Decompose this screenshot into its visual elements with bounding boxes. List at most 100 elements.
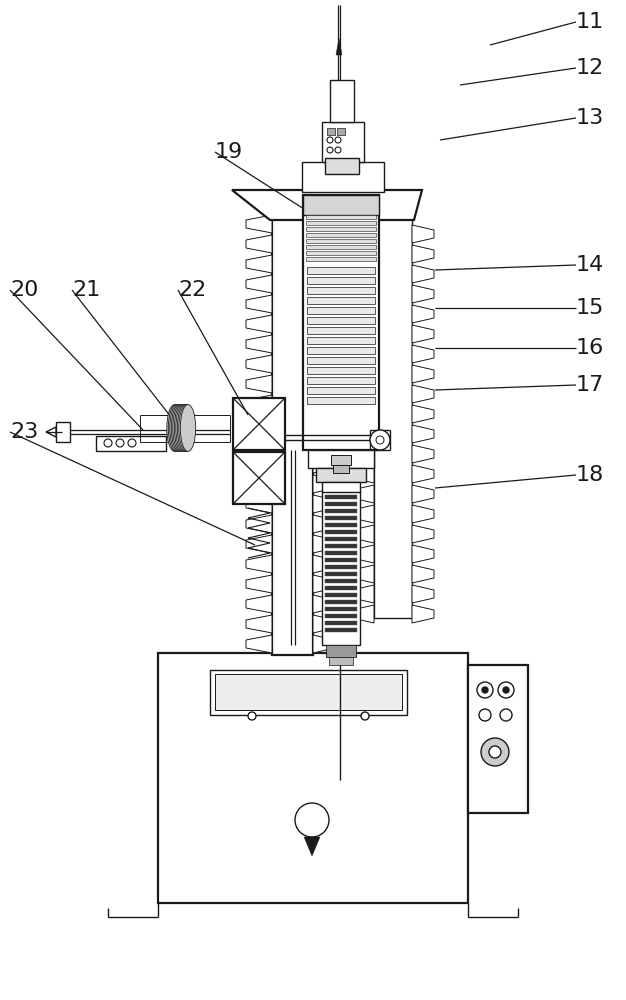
Text: 18: 18 (576, 465, 604, 485)
Circle shape (335, 137, 341, 143)
Polygon shape (352, 485, 374, 503)
Bar (307, 357, 375, 364)
Polygon shape (313, 315, 335, 333)
Bar (307, 347, 375, 354)
Bar (307, 277, 375, 284)
Polygon shape (412, 305, 434, 323)
Circle shape (327, 137, 333, 143)
Bar (306, 227, 376, 231)
Ellipse shape (174, 405, 190, 451)
Ellipse shape (173, 405, 188, 451)
Ellipse shape (170, 405, 185, 451)
Bar (272, 192, 313, 655)
Polygon shape (412, 485, 434, 503)
Polygon shape (412, 345, 434, 363)
Bar (233, 452, 285, 504)
Polygon shape (246, 415, 272, 433)
Bar (96, 436, 166, 451)
Polygon shape (352, 285, 374, 303)
Bar (325, 593, 357, 597)
Polygon shape (336, 38, 342, 55)
Text: 13: 13 (576, 108, 604, 128)
Bar (307, 307, 375, 314)
Bar (325, 537, 357, 541)
Ellipse shape (180, 405, 196, 451)
Bar (331, 455, 351, 465)
Polygon shape (313, 435, 335, 453)
Ellipse shape (167, 405, 182, 451)
Bar (322, 482, 360, 492)
Polygon shape (352, 425, 374, 443)
Polygon shape (412, 285, 434, 303)
Circle shape (335, 147, 341, 153)
Text: 17: 17 (576, 375, 604, 395)
Bar (303, 195, 379, 215)
Polygon shape (246, 575, 272, 593)
Polygon shape (412, 565, 434, 583)
Ellipse shape (177, 405, 193, 451)
Bar (307, 367, 375, 374)
Polygon shape (412, 525, 434, 543)
Bar (306, 251, 376, 255)
Bar (325, 565, 357, 569)
Polygon shape (313, 495, 335, 513)
Polygon shape (352, 245, 374, 263)
Bar (325, 558, 357, 562)
Polygon shape (313, 515, 335, 533)
Polygon shape (246, 555, 272, 573)
Text: 23: 23 (10, 422, 38, 442)
Bar (326, 645, 356, 657)
Polygon shape (352, 445, 374, 463)
Text: 14: 14 (576, 255, 604, 275)
Polygon shape (246, 215, 272, 233)
Polygon shape (352, 325, 374, 343)
Polygon shape (246, 475, 272, 493)
Bar (307, 397, 375, 404)
Polygon shape (232, 190, 422, 220)
Polygon shape (313, 235, 335, 253)
Circle shape (503, 687, 509, 693)
Polygon shape (352, 265, 374, 283)
Polygon shape (246, 435, 272, 453)
Polygon shape (412, 585, 434, 603)
Polygon shape (246, 295, 272, 313)
Circle shape (376, 436, 384, 444)
Bar (374, 208, 412, 618)
Polygon shape (352, 605, 374, 623)
Polygon shape (313, 295, 335, 313)
Bar (233, 398, 285, 450)
Polygon shape (246, 615, 272, 633)
Polygon shape (246, 275, 272, 293)
Bar (325, 530, 357, 534)
Bar (307, 287, 375, 294)
Circle shape (248, 712, 256, 720)
Polygon shape (412, 225, 434, 243)
Polygon shape (412, 445, 434, 463)
Polygon shape (352, 585, 374, 603)
Bar (308, 450, 374, 468)
Polygon shape (412, 245, 434, 263)
Bar (329, 657, 353, 665)
Polygon shape (352, 385, 374, 403)
Polygon shape (246, 635, 272, 653)
Polygon shape (352, 345, 374, 363)
Polygon shape (313, 215, 335, 233)
Bar (307, 377, 375, 384)
Bar (158, 653, 468, 903)
Circle shape (128, 439, 136, 447)
Polygon shape (313, 275, 335, 293)
Bar (325, 586, 357, 590)
Polygon shape (246, 455, 272, 473)
Text: 19: 19 (215, 142, 244, 162)
Bar (325, 509, 357, 513)
Bar (306, 215, 376, 219)
Ellipse shape (168, 405, 183, 451)
Bar (325, 551, 357, 555)
Bar (303, 195, 379, 450)
Bar (322, 122, 364, 162)
Polygon shape (313, 395, 335, 413)
Bar (307, 327, 375, 334)
Circle shape (116, 439, 124, 447)
Polygon shape (352, 505, 374, 523)
Polygon shape (246, 335, 272, 353)
